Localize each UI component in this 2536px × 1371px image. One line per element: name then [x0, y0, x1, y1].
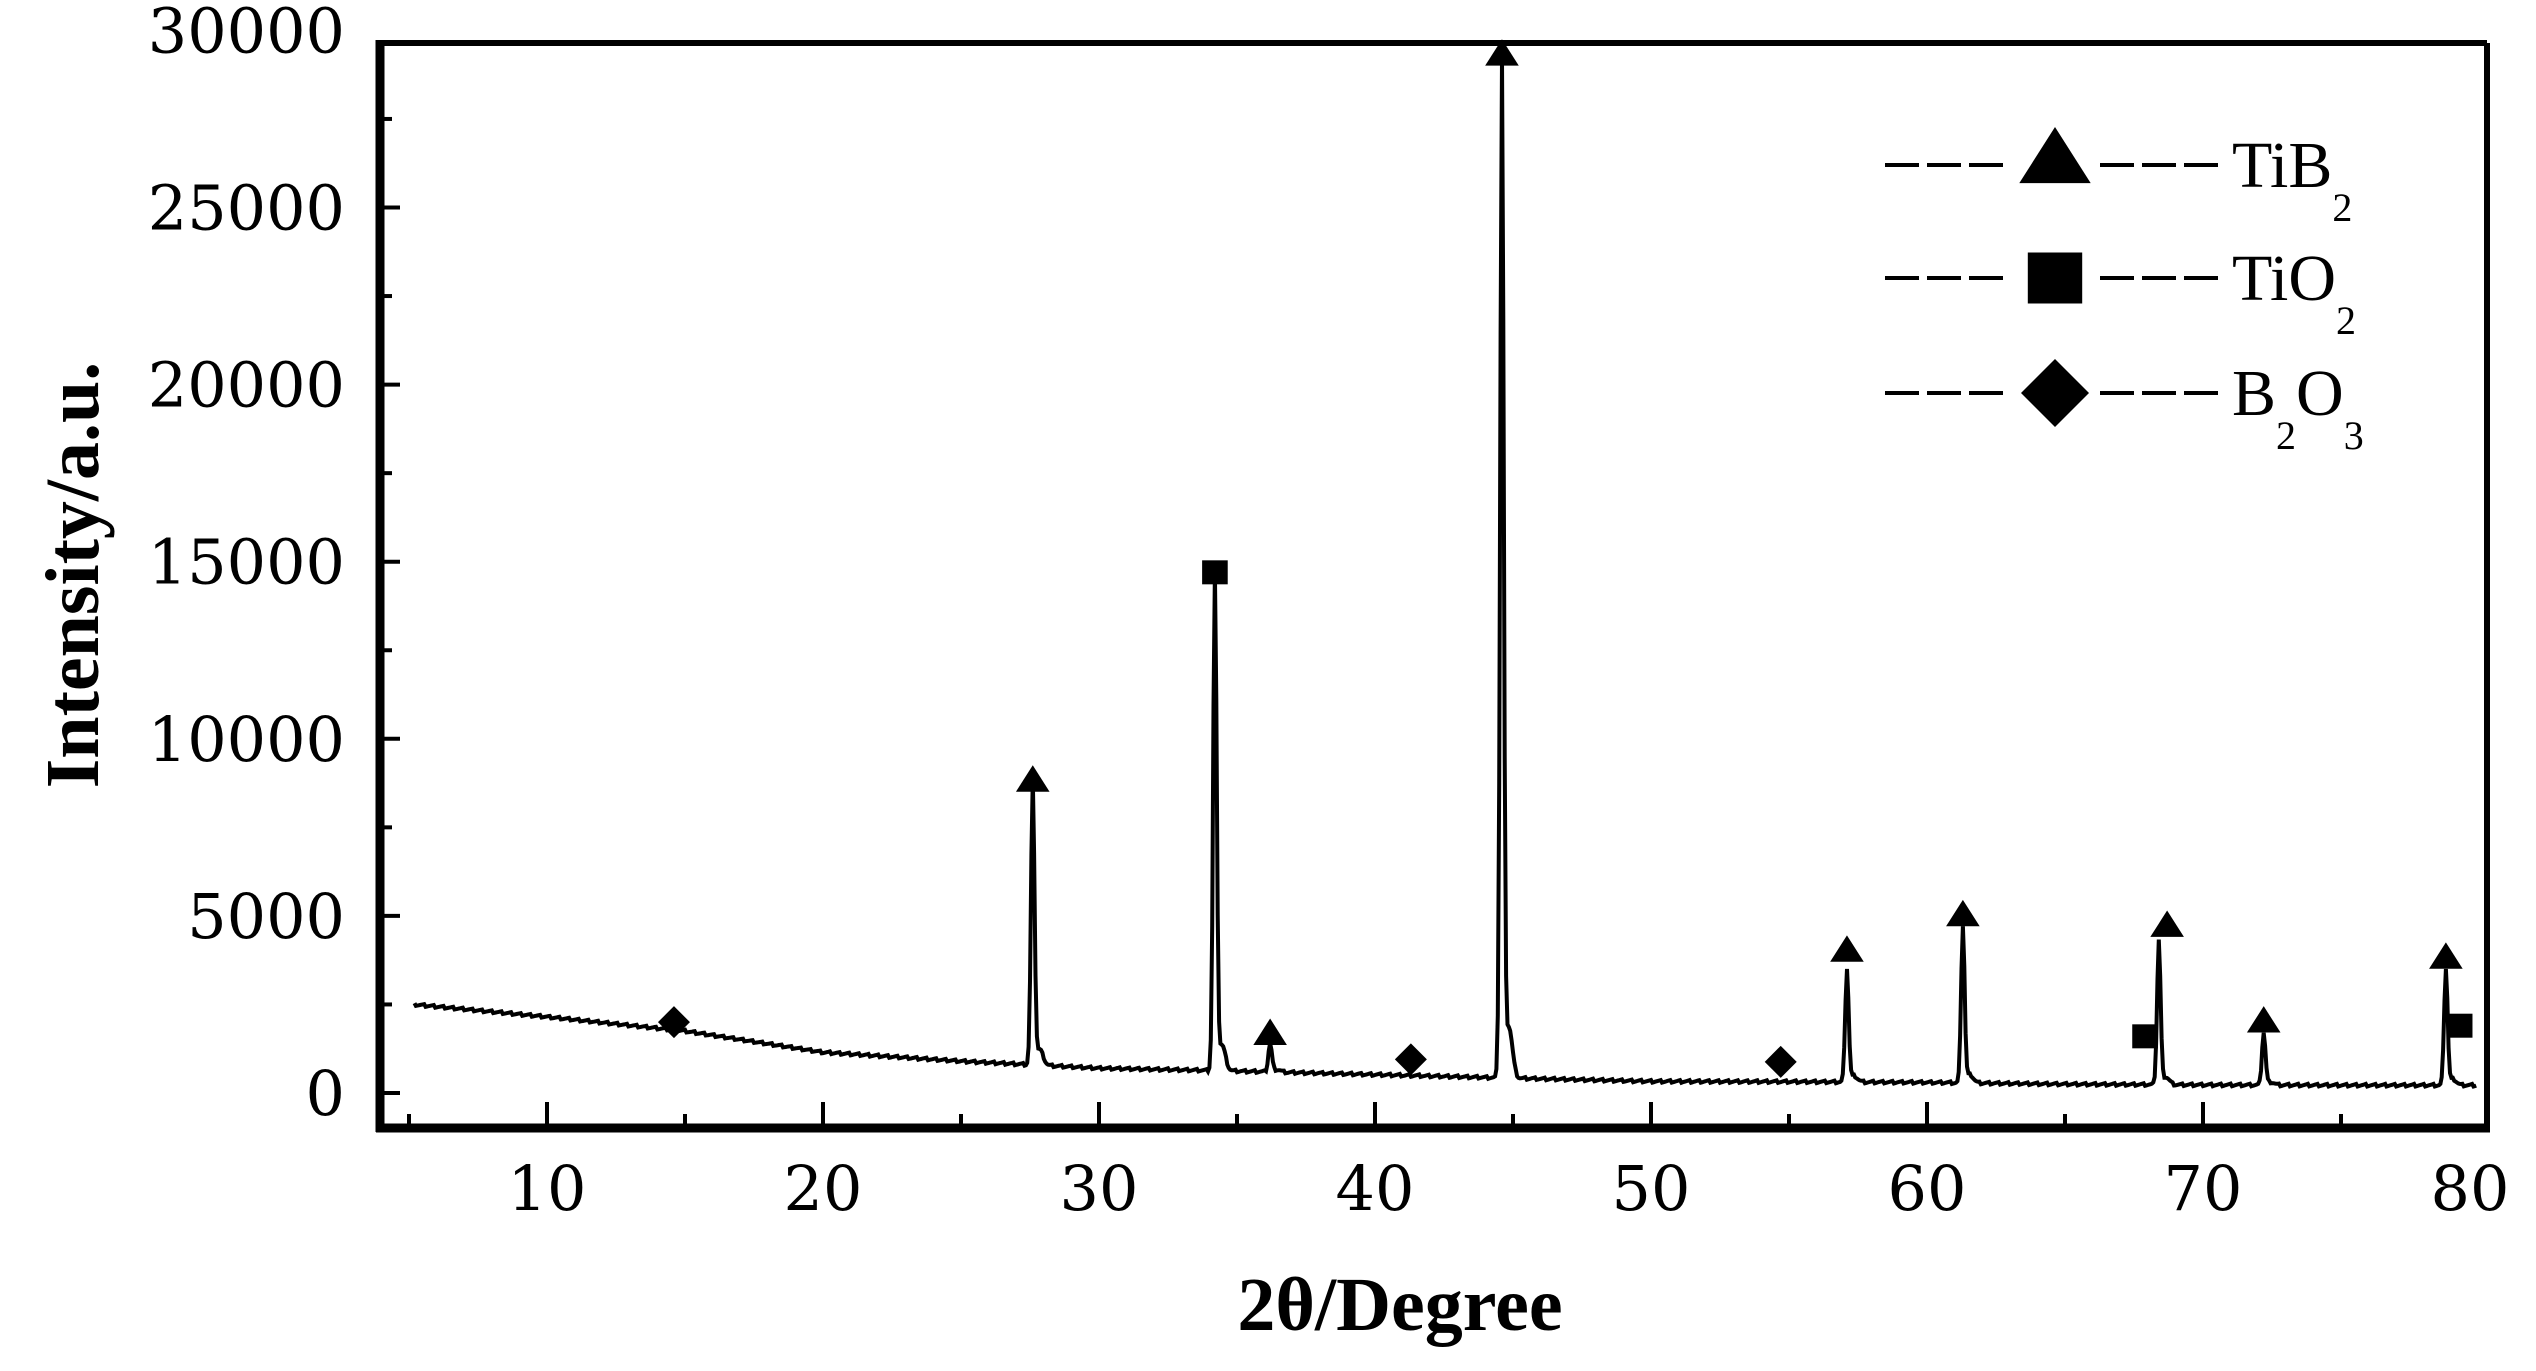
triangle-marker-icon — [1253, 1018, 1287, 1045]
square-legend-icon — [2027, 252, 2083, 304]
triangle-marker-icon — [1015, 765, 1050, 792]
y-axis-ticks — [380, 116, 400, 1095]
x-tick-label: 60 — [1888, 1152, 1967, 1225]
triangle-marker-icon — [2246, 1006, 2281, 1033]
xrd-spectrum-line — [412, 58, 2477, 1089]
y-tick-label: 5000 — [187, 880, 345, 953]
phase-markers — [657, 39, 2473, 1078]
diamond-legend-icon — [2021, 359, 2089, 427]
y-tick-label: 10000 — [148, 703, 345, 776]
y-tick-label: 30000 — [148, 0, 345, 67]
triangle-legend-icon — [2019, 127, 2091, 184]
y-tick-label: 25000 — [148, 172, 345, 245]
square-marker-icon — [2132, 1024, 2158, 1049]
y-axis-title: Intensity/a.u. — [31, 362, 115, 789]
y-tick-label: 20000 — [148, 349, 345, 422]
x-axis-tick-labels: 10 20 30 40 50 60 70 80 — [508, 1152, 2510, 1225]
x-axis-title: 2θ/Degree — [1237, 1263, 1562, 1347]
triangle-marker-icon — [2429, 942, 2463, 969]
legend-label: B2O3 — [2232, 357, 2364, 458]
x-tick-label: 10 — [508, 1152, 587, 1225]
triangle-marker-icon — [1485, 39, 1519, 66]
x-tick-label: 20 — [784, 1152, 863, 1225]
diamond-marker-icon — [1764, 1045, 1797, 1078]
y-tick-label: 0 — [306, 1057, 345, 1130]
legend-label: TiO2 — [2232, 242, 2356, 343]
x-tick-label: 70 — [2164, 1152, 2243, 1225]
square-marker-icon — [1202, 560, 1228, 585]
x-tick-label: 40 — [1336, 1152, 1415, 1225]
plot-frame — [375, 40, 2490, 1133]
diamond-marker-icon — [657, 1006, 690, 1039]
y-tick-label: 15000 — [148, 526, 345, 599]
x-tick-label: 50 — [1612, 1152, 1691, 1225]
triangle-marker-icon — [1830, 935, 1864, 962]
legend-item-b2o3: B2O3 — [1885, 357, 2364, 458]
legend-item-tib2: TiB2 — [1885, 127, 2352, 230]
square-marker-icon — [2446, 1013, 2473, 1038]
triangle-marker-icon — [1946, 899, 1980, 927]
x-tick-label: 80 — [2431, 1152, 2510, 1225]
x-tick-label: 30 — [1060, 1152, 1139, 1225]
triangle-marker-icon — [2150, 910, 2184, 937]
legend: TiB2 TiO2 B2O3 — [1885, 127, 2364, 458]
legend-label: TiB2 — [2232, 129, 2352, 230]
legend-item-tio2: TiO2 — [1885, 242, 2356, 343]
x-axis-ticks — [407, 1102, 2343, 1128]
y-axis-tick-labels: 0 5000 10000 15000 20000 25000 30000 — [148, 0, 345, 1130]
diamond-marker-icon — [1394, 1043, 1427, 1076]
